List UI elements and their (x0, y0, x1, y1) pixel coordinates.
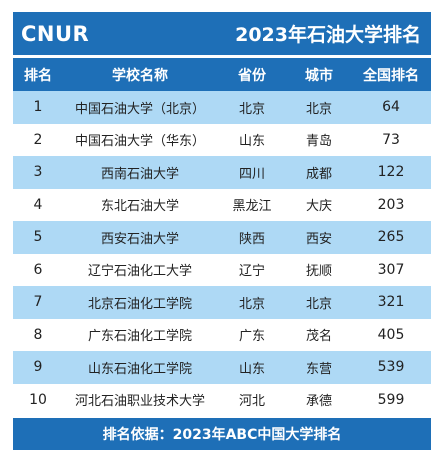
cell-rank: 9 (33, 359, 43, 376)
page-title: 2023年石油大学排名 (235, 24, 421, 46)
brand-logo: CNUR (21, 21, 90, 46)
cell-national-rank: 405 (377, 326, 405, 343)
cell-city: 抚顺 (305, 264, 332, 280)
cell-rank: 4 (33, 196, 43, 213)
cell-rank: 3 (33, 164, 43, 181)
cell-national-rank: 73 (382, 131, 400, 148)
cell-school-name: 广东石油化工学院 (87, 329, 192, 345)
cell-national-rank: 265 (377, 229, 405, 246)
cell-school-name: 西南石油大学 (100, 166, 179, 182)
table-row: 10 河北石油职业技术大学 河北 承德 599 (13, 383, 431, 416)
cell-province: 北京 (238, 296, 265, 312)
table-row: 6 辽宁石油化工大学 辽宁 抚顺 307 (13, 253, 431, 286)
table-row: 4 东北石油大学 黑龙江 大庆 203 (13, 188, 431, 221)
cell-school-name: 山东石油化工学院 (87, 361, 192, 377)
cell-city: 西安 (305, 231, 332, 247)
table-row: 1 中国石油大学（北京） 北京 北京 64 (13, 91, 431, 124)
cell-city: 成都 (305, 166, 332, 182)
table-row: 5 西安石油大学 陕西 西安 265 (13, 221, 431, 254)
cell-national-rank: 203 (377, 196, 405, 213)
column-header-school: 学校名称 (112, 67, 168, 84)
cell-school-name: 东北石油大学 (100, 199, 179, 215)
cell-school-name: 西安石油大学 (100, 231, 179, 247)
cell-province: 黑龙江 (232, 199, 272, 215)
cell-city: 北京 (305, 101, 332, 117)
cell-province: 广东 (238, 329, 265, 345)
cell-national-rank: 539 (377, 359, 405, 376)
cell-province: 四川 (238, 166, 265, 182)
cell-rank: 2 (33, 131, 43, 148)
cell-school-name: 中国石油大学（北京） (74, 101, 205, 117)
ranking-table: 排名 学校名称 省份 城市 全国排名 1 中国石油大学（北京） 北京 北京 64… (13, 58, 431, 416)
column-header-rank: 排名 (24, 67, 52, 84)
table-header-row: 排名 学校名称 省份 城市 全国排名 (13, 58, 431, 91)
cell-province: 陕西 (238, 231, 265, 247)
cell-city: 茂名 (305, 329, 332, 345)
cell-city: 北京 (305, 296, 332, 312)
column-header-national-rank: 全国排名 (363, 67, 419, 84)
cell-province: 河北 (238, 394, 265, 410)
column-header-city: 城市 (305, 67, 333, 84)
table-row: 7 北京石油化工学院 北京 北京 321 (13, 286, 431, 319)
table-row: 9 山东石油化工学院 山东 东营 539 (13, 351, 431, 384)
cell-province: 北京 (238, 101, 265, 117)
cell-rank: 10 (29, 391, 47, 408)
cell-school-name: 河北石油职业技术大学 (74, 394, 205, 410)
cell-national-rank: 122 (377, 164, 405, 181)
table-row: 2 中国石油大学（华东） 山东 青岛 73 (13, 123, 431, 156)
cell-national-rank: 64 (382, 99, 400, 116)
table-row: 3 西南石油大学 四川 成都 122 (13, 156, 431, 189)
cell-rank: 5 (33, 229, 43, 246)
cell-school-name: 北京石油化工学院 (87, 296, 192, 312)
cell-city: 东营 (305, 361, 332, 377)
source-note: 排名依据：2023年ABC中国大学排名 (102, 427, 342, 443)
cell-school-name: 辽宁石油化工大学 (87, 264, 192, 280)
cell-city: 承德 (305, 394, 332, 410)
table-row: 8 广东石油化工学院 广东 茂名 405 (13, 318, 431, 351)
cell-school-name: 中国石油大学（华东） (74, 134, 205, 150)
column-header-province: 省份 (238, 67, 266, 84)
footer-bar: 排名依据：2023年ABC中国大学排名 (13, 418, 431, 450)
cell-province: 山东 (238, 134, 265, 150)
cell-rank: 7 (33, 294, 43, 311)
cell-rank: 1 (33, 99, 43, 116)
header-bar: CNUR 2023年石油大学排名 (13, 12, 431, 58)
cell-city: 大庆 (305, 199, 332, 215)
cell-rank: 6 (33, 261, 43, 278)
cell-province: 山东 (238, 361, 265, 377)
cell-province: 辽宁 (238, 264, 265, 280)
cell-rank: 8 (33, 326, 43, 343)
cell-national-rank: 307 (377, 261, 405, 278)
cell-national-rank: 599 (377, 391, 405, 408)
ranking-card: CNUR 2023年石油大学排名 排名 学校名称 省份 城市 全国排名 1 中国… (13, 12, 431, 450)
cell-national-rank: 321 (377, 294, 405, 311)
cell-city: 青岛 (305, 134, 332, 150)
